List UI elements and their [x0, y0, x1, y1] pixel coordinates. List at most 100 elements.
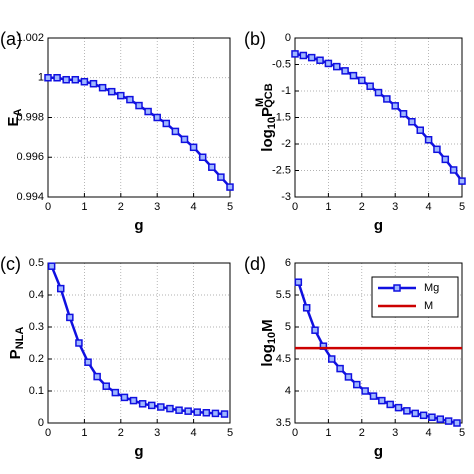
marker [44, 74, 52, 82]
plot-frame [294, 37, 463, 198]
y-label-part: P [7, 349, 24, 359]
x-tick-label: 2 [118, 427, 124, 439]
series-line [48, 76, 231, 188]
plot-frame [47, 262, 231, 424]
plot-frame [47, 37, 231, 198]
marker [171, 127, 180, 136]
marker [311, 326, 319, 334]
x-tick-label: 4 [426, 427, 432, 439]
y-tick-label: -2.5 [272, 164, 291, 176]
legend-box [371, 276, 459, 318]
marker [166, 404, 174, 413]
marker [117, 91, 125, 100]
marker [193, 408, 201, 416]
x-tick-label: 1 [81, 201, 87, 213]
x-tick-label: 2 [359, 427, 365, 439]
marker [394, 403, 403, 412]
marker [138, 400, 147, 408]
y-tick-label: 0 [38, 417, 44, 429]
marker [344, 373, 353, 381]
plot-frame [294, 262, 463, 424]
marker [403, 407, 411, 415]
marker [408, 117, 416, 126]
legend-label: Mg [424, 282, 439, 294]
marker [433, 145, 441, 154]
marker [220, 410, 229, 418]
marker [333, 62, 341, 71]
x-tick-label: 1 [325, 201, 331, 213]
marker [366, 82, 374, 90]
y-axis-label: PNLA [7, 327, 26, 360]
x-tick-label: 4 [191, 201, 197, 213]
x-tick-label: 3 [392, 201, 398, 213]
x-tick-label: 5 [459, 201, 465, 213]
marker [184, 407, 192, 415]
marker [349, 71, 358, 80]
panel: 0 1 2 3 4 5 0.994 0.996 0.998 1 1.002(a) g EA [0, 29, 234, 234]
y-axis-label: log10PMQCB [254, 83, 278, 151]
y-label-part: A [12, 108, 24, 116]
y-label-part: log [259, 129, 276, 152]
marker [424, 136, 433, 144]
x-tick-label: 5 [227, 201, 233, 213]
y-tick-label: 0.5 [29, 257, 44, 269]
x-axis-label: g [134, 443, 143, 460]
y-tick-label: 0 [285, 32, 291, 44]
marker [208, 163, 216, 171]
marker [383, 95, 391, 103]
marker [80, 77, 89, 86]
x-axis-label: g [374, 217, 383, 234]
x-tick-label: 0 [45, 201, 51, 213]
marker [157, 403, 165, 411]
y-tick-label: 3.5 [276, 417, 291, 429]
marker [66, 313, 74, 322]
panel: 0 1 2 3 4 5 0 0.1 0.2 0.3 0.4 0.5 (c) g PNLA [0, 254, 233, 460]
marker [175, 406, 183, 414]
marker [144, 107, 152, 116]
marker [291, 50, 299, 58]
panel-label: (a) [0, 29, 22, 49]
y-tick-label: -1.5 [272, 111, 291, 123]
marker [162, 119, 171, 128]
panel-label: (c) [0, 254, 21, 274]
y-tick-label: 0.3 [29, 321, 44, 333]
x-tick-label: 5 [459, 427, 465, 439]
marker [411, 409, 419, 418]
x-tick-label: 0 [45, 427, 51, 439]
marker [135, 101, 143, 110]
x-tick-label: 1 [325, 427, 331, 439]
marker [47, 262, 56, 270]
marker [458, 177, 466, 185]
y-tick-label: 0.994 [16, 191, 44, 203]
marker [84, 358, 92, 366]
marker [299, 51, 308, 60]
marker [147, 401, 156, 410]
y-tick-label: 0.1 [29, 385, 44, 397]
marker [428, 413, 436, 421]
marker [378, 396, 386, 405]
marker [386, 400, 394, 409]
legend-label: M [424, 300, 433, 312]
marker [294, 278, 303, 286]
marker [211, 409, 220, 418]
y-tick-label: -0.5 [272, 58, 291, 70]
x-tick-label: 2 [359, 201, 365, 213]
x-axis-label: g [374, 443, 383, 460]
marker [449, 166, 458, 174]
marker [111, 388, 120, 397]
y-tick-label: -1 [281, 85, 291, 97]
marker [336, 364, 344, 373]
marker [98, 83, 107, 92]
marker [120, 393, 129, 402]
y-tick-label: -2 [281, 138, 291, 150]
marker [56, 284, 65, 293]
marker [419, 411, 428, 420]
marker [202, 409, 211, 417]
marker [129, 396, 138, 405]
y-tick-label: 5 [285, 321, 291, 333]
marker [153, 113, 161, 122]
x-axis-label: g [134, 217, 143, 234]
y-tick-label: 0.4 [29, 289, 44, 301]
marker [327, 355, 336, 363]
